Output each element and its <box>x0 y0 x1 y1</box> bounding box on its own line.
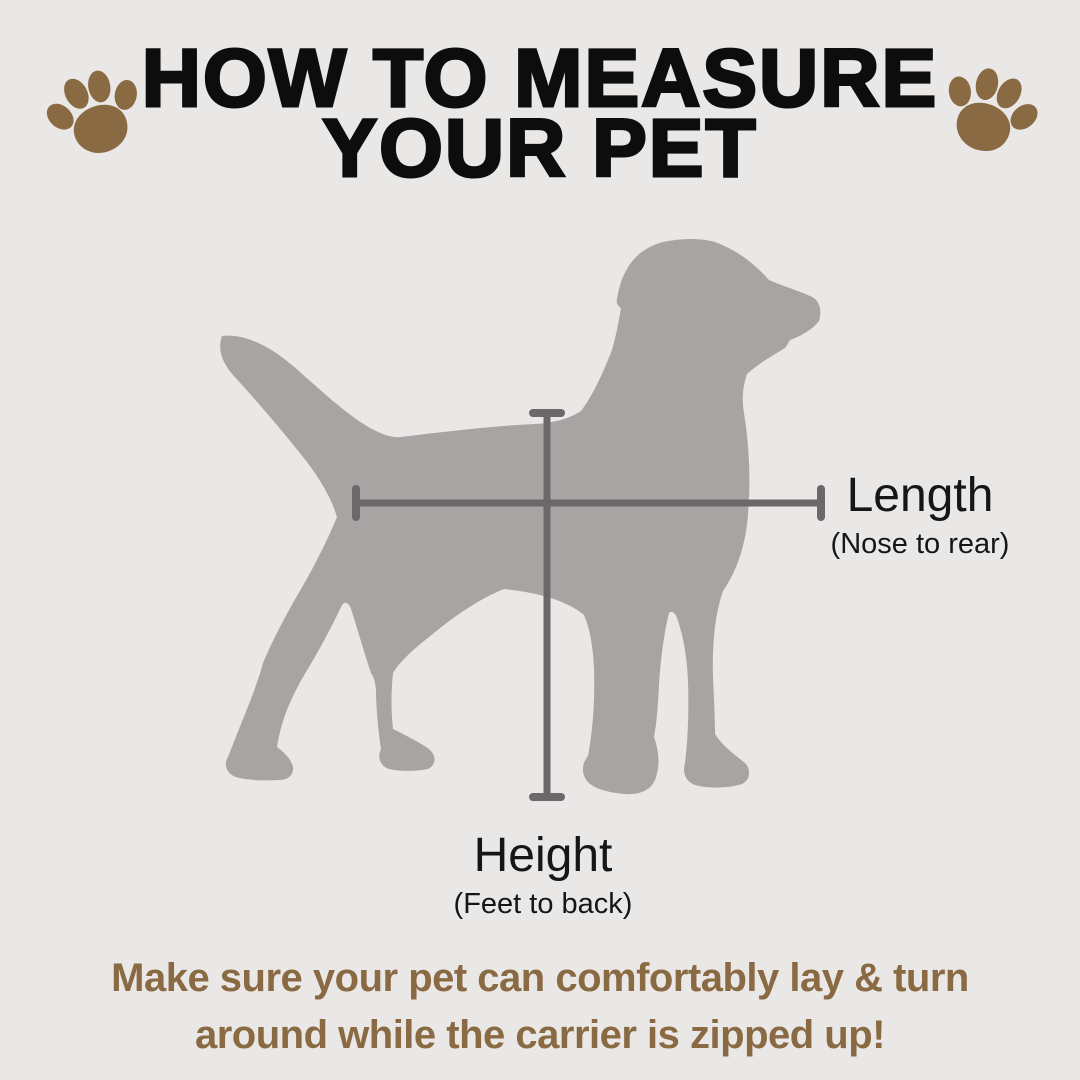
paw-print-icon <box>25 46 171 195</box>
length-label: Length (Nose to rear) <box>815 470 1025 561</box>
footer-note: Make sure your pet can comfortably lay &… <box>0 950 1080 1064</box>
length-measure-line <box>352 485 825 521</box>
title-line-1: HOW TO MEASURE <box>140 33 939 124</box>
paw-print-icon <box>913 44 1059 193</box>
height-label: Height (Feet to back) <box>443 830 643 921</box>
footer-line-2: around while the carrier is zipped up! <box>194 1013 886 1057</box>
footer-line-1: Make sure your pet can comfortably lay &… <box>111 956 969 1000</box>
length-label-subtitle: (Nose to rear) <box>830 528 1010 560</box>
dog-silhouette <box>220 239 821 795</box>
height-measure-line <box>529 409 565 801</box>
title-line-2: YOUR PET <box>321 103 758 194</box>
page-title: HOW TO MEASURE YOUR PET <box>0 33 1080 194</box>
height-label-subtitle: (Feet to back) <box>453 888 633 920</box>
height-label-title: Height <box>473 829 613 882</box>
length-label-title: Length <box>846 469 994 522</box>
